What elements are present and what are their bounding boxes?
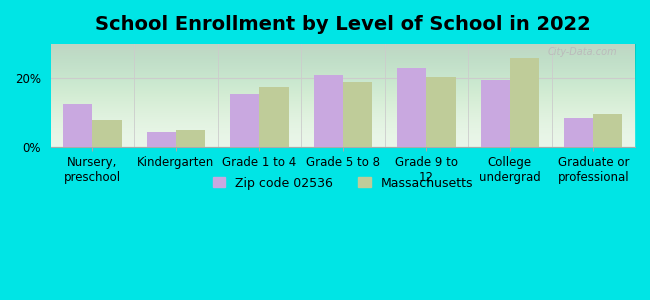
Bar	[63, 104, 92, 147]
Bar	[480, 80, 510, 147]
Bar	[176, 130, 205, 147]
Text: City-Data.com: City-Data.com	[548, 47, 617, 57]
Bar	[510, 58, 539, 147]
Bar	[92, 120, 122, 147]
Bar	[564, 118, 593, 147]
Title: School Enrollment by Level of School in 2022: School Enrollment by Level of School in …	[95, 15, 591, 34]
Bar	[147, 132, 176, 147]
Bar	[397, 68, 426, 147]
Bar	[426, 76, 456, 147]
Bar	[593, 114, 623, 147]
Bar	[259, 87, 289, 147]
Bar	[230, 94, 259, 147]
Bar	[343, 82, 372, 147]
Legend: Zip code 02536, Massachusetts: Zip code 02536, Massachusetts	[207, 172, 478, 195]
Bar	[314, 75, 343, 147]
